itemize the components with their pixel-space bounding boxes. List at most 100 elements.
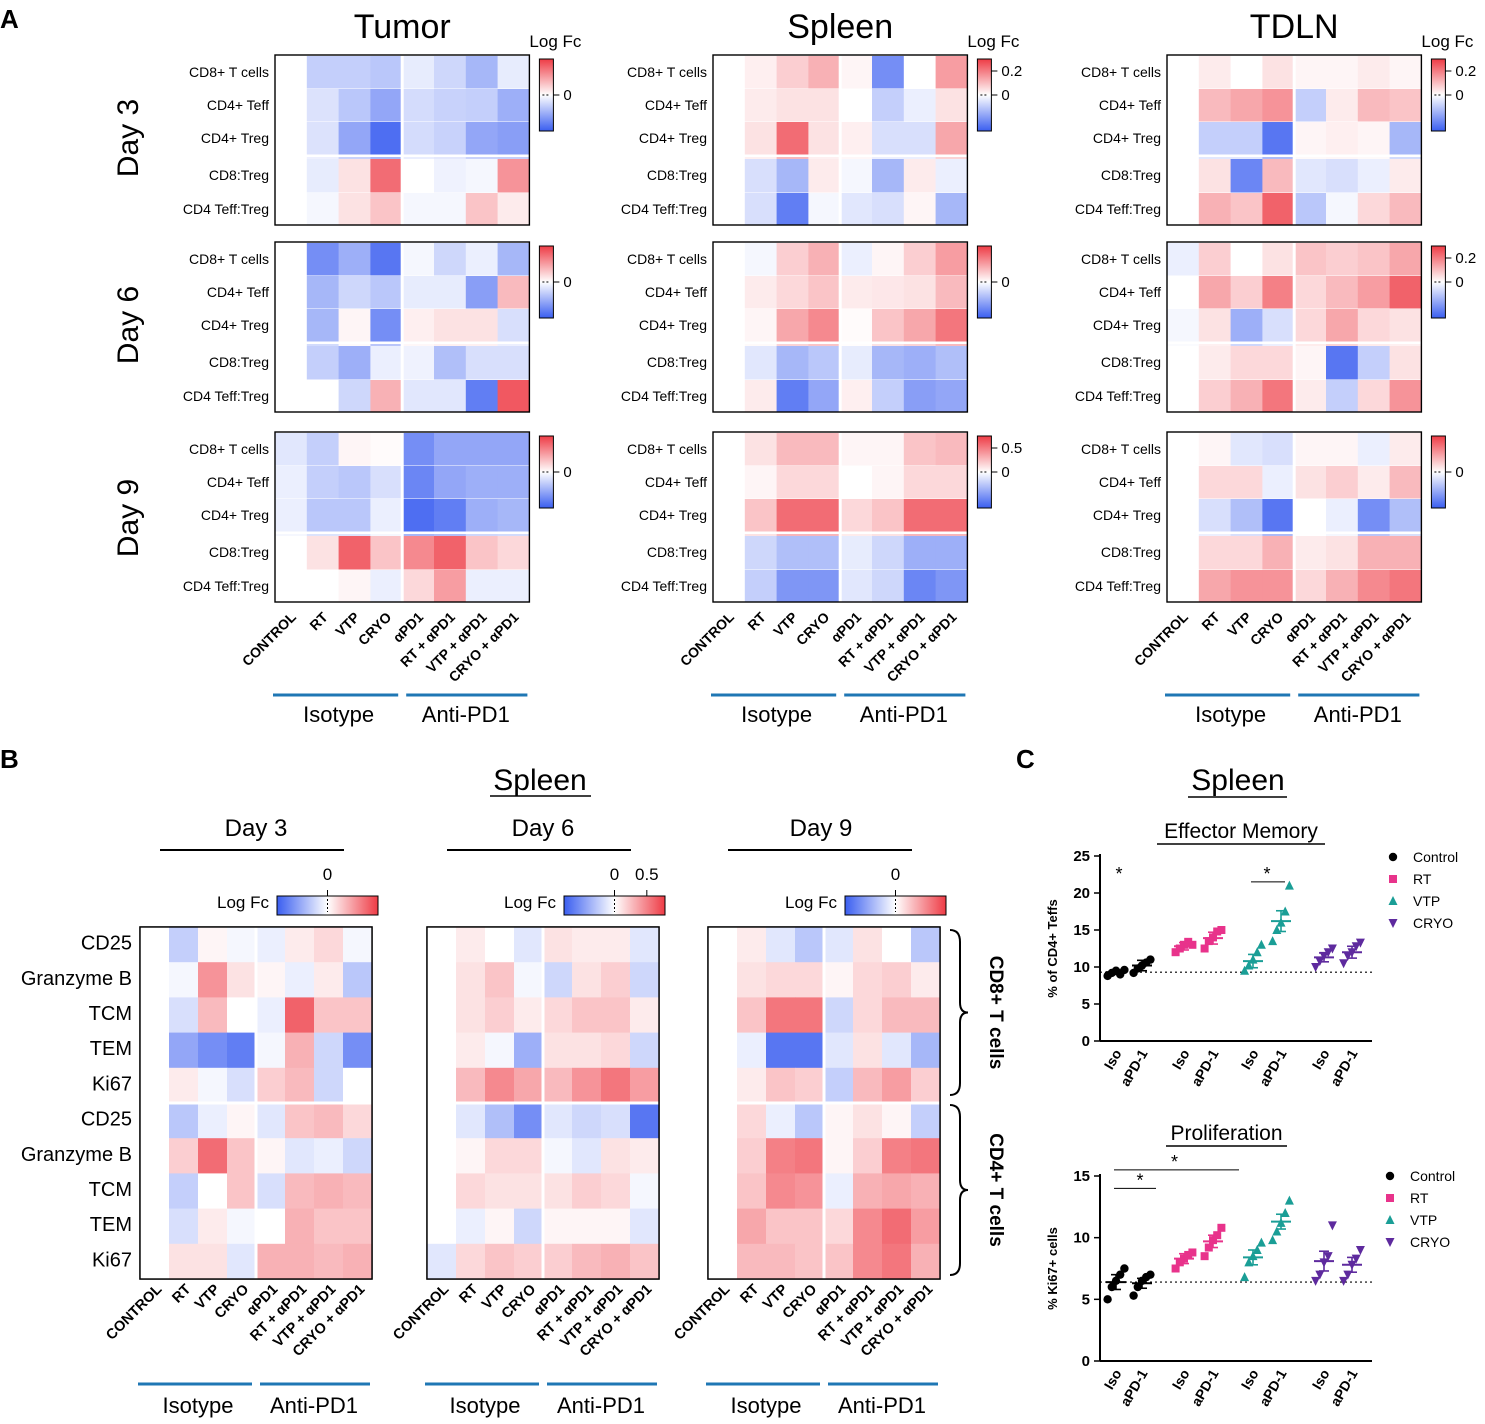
colorbar [844,895,947,916]
heatmap-cell [744,89,778,122]
heatmap-cell [882,1208,912,1245]
heatmap-cell [275,466,308,499]
heatmap-cell [1326,309,1359,346]
heatmap-cell [630,927,660,963]
heatmap-cell [306,276,340,309]
cell-row-label: CD4+ Treg [639,507,707,523]
heatmap-cell [485,1032,515,1069]
data-point [1171,1264,1180,1273]
heatmap-cell [465,243,499,276]
heatmap-cell [169,1032,199,1069]
heatmap-cell [275,433,308,466]
heatmap-cell [572,1032,602,1069]
data-point [1240,965,1250,975]
heatmap-cell [1230,499,1263,536]
heatmap-border [426,926,660,1280]
heatmap-cell [1389,570,1422,603]
group-label: CRYO [355,609,395,649]
heatmap-cell [1167,56,1200,89]
heatmap-cell [630,1138,660,1174]
heatmap-cell [1262,276,1295,309]
heatmap-cell [314,962,344,998]
heatmap-cell [744,466,778,499]
heatmap-cell [1167,159,1200,193]
heatmap-cell [402,536,435,570]
heatmap-cell [485,1067,515,1104]
cell-row-label: CD4+ Teff [1099,474,1161,490]
x-tick-label: aPD-1 [1256,1366,1290,1409]
data-point [1311,1276,1321,1286]
heatmap-cell [543,1138,573,1174]
heatmap-cell [911,1138,941,1174]
heatmap-cell [911,1173,941,1210]
heatmap-cell [497,499,530,536]
cell-row-label: CD4+ Treg [201,507,269,523]
heatmap-cell [306,433,340,466]
isotype-label: Isotype [741,702,812,727]
heatmap-cell [338,56,371,89]
heatmap-cell [169,1173,199,1210]
heatmap-cell [543,1173,573,1210]
heatmap-cell [314,1067,344,1104]
heatmap-cell [853,1103,883,1139]
heatmap-cell [198,1032,228,1069]
heatmap-cell [1357,276,1391,309]
heatmap-cell [456,1173,486,1210]
heatmap-cell [338,193,371,226]
heatmap-cell [1198,276,1232,309]
data-point [1146,1270,1155,1279]
heatmap-cell [935,243,968,276]
cell-row-label: CD8+ T cells [1081,251,1161,267]
chart-title: Effector Memory [1164,820,1318,843]
heatmap-cell [630,997,660,1034]
cell-row-label: CD4+ Teff [645,474,707,490]
heatmap-cell [808,276,841,309]
heatmap-cell [456,1208,486,1245]
heatmap-cell [306,536,340,570]
heatmap-cell [1230,122,1263,159]
heatmap-cell [903,570,937,603]
heatmap-cell [1294,433,1327,466]
colorbar-title: Log Fc [529,32,581,51]
heatmap-cell [1262,309,1295,346]
x-tick-label: Iso [1169,1367,1193,1393]
heatmap-cell [402,309,435,346]
cell-row-label: CD4+ Teff [1099,97,1161,113]
data-point [1385,1215,1395,1224]
colorbar-title: Log Fc [1421,32,1473,51]
heatmap-cell [456,962,486,998]
panel-a-tumor: Tumor CD8+ T cells CD4+ Teff CD4+ Treg CD8:T… [183,8,582,727]
heatmap-cell [1294,309,1327,346]
heatmap-cell [935,89,968,122]
heatmap-cell [338,570,371,603]
heatmap-cell [227,997,257,1034]
data-point [1385,1238,1395,1247]
heatmap-cell [285,1208,315,1245]
heatmap-cell [853,1173,883,1210]
heatmap-cell [285,1067,315,1104]
colorbar-tick-label: 0.2 [1455,63,1476,80]
heatmap-cell [485,1138,515,1174]
heatmap-cell [402,380,435,413]
group-label: CRYO [1247,609,1287,649]
data-point [1240,1272,1250,1282]
heatmap-cell [1230,89,1263,122]
heatmap-cell [766,1067,796,1104]
heatmap-cell [427,927,457,963]
heatmap-cell [840,570,873,603]
heatmap-cell [434,499,467,536]
data-point [1388,852,1398,862]
heatmap-cell [343,1032,373,1069]
anti-pd1-label: Anti-PD1 [270,1393,358,1418]
heatmap-cell [744,122,778,159]
heatmap-cell [285,1243,315,1280]
heatmap-cell [1198,193,1232,226]
heatmap-cell [713,56,746,89]
heatmap-cell [1198,536,1232,570]
heatmap-cell [776,570,809,603]
heatmap-cell [744,499,778,536]
heatmap-cell [708,1138,738,1174]
data-point [1268,936,1278,946]
heatmap-row-label: Granzyme B [21,1144,132,1166]
heatmap-row-label: Ki67 [92,1073,132,1095]
